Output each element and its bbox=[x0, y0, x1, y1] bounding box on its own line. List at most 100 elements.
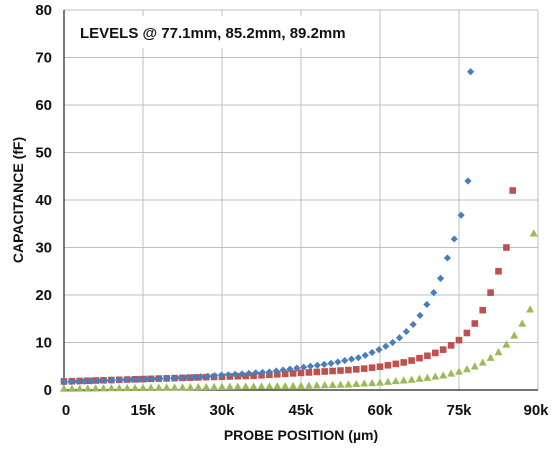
data-point-diamond bbox=[252, 369, 260, 377]
data-point-square bbox=[345, 366, 352, 374]
data-point-diamond bbox=[464, 177, 472, 185]
data-point-diamond bbox=[279, 366, 287, 374]
x-tick-label: 75k bbox=[446, 402, 472, 419]
data-point-triangle bbox=[281, 381, 290, 390]
data-point-diamond bbox=[87, 377, 95, 385]
data-point-triangle bbox=[304, 381, 313, 389]
data-point-diamond bbox=[327, 359, 335, 367]
data-point-diamond bbox=[450, 235, 458, 243]
data-point-diamond bbox=[409, 320, 417, 329]
grid bbox=[64, 9, 539, 390]
data-point-diamond bbox=[211, 372, 219, 380]
y-tick-label: 40 bbox=[35, 192, 52, 209]
data-point-diamond bbox=[197, 373, 205, 381]
y-tick-label: 60 bbox=[35, 97, 52, 114]
data-point-square bbox=[439, 346, 447, 353]
data-point-triangle bbox=[368, 378, 377, 387]
data-point-diamond bbox=[190, 373, 198, 381]
y-tick-label: 30 bbox=[35, 240, 52, 257]
y-tick-label: 0 bbox=[44, 382, 52, 399]
data-point-diamond bbox=[416, 311, 424, 320]
data-point-triangle bbox=[257, 382, 266, 390]
x-tick-label: 15k bbox=[130, 402, 156, 419]
data-point-diamond bbox=[306, 362, 315, 370]
data-point-square bbox=[281, 370, 289, 378]
data-point-triangle bbox=[494, 348, 503, 356]
data-point-triangle bbox=[265, 382, 274, 390]
data-point-diamond bbox=[443, 254, 452, 262]
x-tick-label: 60k bbox=[367, 402, 393, 419]
data-point-diamond bbox=[313, 361, 321, 369]
y-tick-label: 20 bbox=[35, 287, 52, 304]
data-point-triangle bbox=[431, 372, 440, 380]
data-point-diamond bbox=[176, 374, 184, 382]
data-point-triangle bbox=[249, 382, 258, 390]
data-point-square bbox=[509, 187, 517, 194]
data-point-triangle bbox=[273, 382, 282, 390]
data-point-triangle bbox=[376, 378, 384, 386]
data-point-triangle bbox=[91, 384, 100, 392]
data-point-triangle bbox=[423, 373, 432, 381]
data-point-triangle bbox=[415, 374, 424, 382]
y-tick-label: 10 bbox=[35, 335, 52, 352]
data-point-square bbox=[392, 360, 400, 368]
data-point-square bbox=[242, 372, 249, 380]
data-point-diamond bbox=[300, 363, 308, 371]
data-point-square bbox=[408, 357, 415, 364]
x-tick-label: 90k bbox=[523, 402, 549, 419]
x-axis-title: PROBE POSITION (µm) bbox=[224, 427, 378, 443]
y-axis-title: CAPACITANCE (fF) bbox=[10, 137, 26, 263]
data-point-diamond bbox=[457, 211, 465, 219]
data-point-triangle bbox=[123, 383, 132, 392]
data-point-diamond bbox=[115, 376, 123, 384]
data-point-square bbox=[432, 349, 439, 357]
data-point-triangle bbox=[328, 380, 337, 388]
data-point-triangle bbox=[360, 379, 369, 387]
data-point-square bbox=[471, 320, 479, 327]
data-point-triangle bbox=[202, 382, 211, 391]
data-point-diamond bbox=[265, 368, 273, 376]
data-marks bbox=[60, 68, 538, 392]
data-point-square bbox=[353, 366, 360, 373]
data-point-square bbox=[289, 370, 297, 377]
data-point-diamond bbox=[382, 342, 390, 350]
data-point-square bbox=[424, 352, 431, 360]
data-point-triangle bbox=[502, 340, 511, 348]
data-point-triangle bbox=[131, 383, 140, 392]
data-point-triangle bbox=[518, 319, 527, 327]
data-point-diamond bbox=[466, 68, 475, 76]
data-point-square bbox=[487, 289, 494, 296]
data-point-square bbox=[250, 372, 257, 380]
x-tick-label: 0 bbox=[62, 402, 70, 419]
data-point-diamond bbox=[402, 327, 410, 336]
data-point-diamond bbox=[142, 375, 150, 383]
data-point-diamond bbox=[67, 378, 75, 386]
data-point-diamond bbox=[224, 371, 232, 379]
data-point-diamond bbox=[245, 369, 253, 377]
data-point-triangle bbox=[297, 381, 305, 389]
data-point-triangle bbox=[154, 383, 163, 391]
data-point-triangle bbox=[529, 229, 538, 237]
data-point-square bbox=[360, 365, 368, 372]
y-tick-label: 80 bbox=[35, 2, 52, 19]
data-point-triangle bbox=[67, 384, 76, 392]
data-point-triangle bbox=[218, 382, 226, 390]
data-point-square bbox=[84, 377, 91, 385]
data-point-square bbox=[258, 371, 265, 379]
data-point-square bbox=[447, 342, 455, 349]
x-tick-label: 30k bbox=[209, 402, 235, 419]
data-point-triangle bbox=[399, 376, 408, 384]
data-point-diamond bbox=[74, 377, 82, 386]
data-point-triangle bbox=[439, 371, 448, 379]
data-point-triangle bbox=[225, 382, 234, 390]
annotation-box bbox=[70, 16, 368, 48]
data-point-triangle bbox=[170, 383, 179, 391]
data-point-triangle bbox=[186, 383, 195, 391]
data-point-triangle bbox=[210, 382, 219, 391]
data-point-square bbox=[400, 359, 407, 366]
data-point-diamond bbox=[101, 376, 109, 385]
data-point-diamond bbox=[395, 334, 404, 342]
data-point-diamond bbox=[361, 351, 369, 359]
